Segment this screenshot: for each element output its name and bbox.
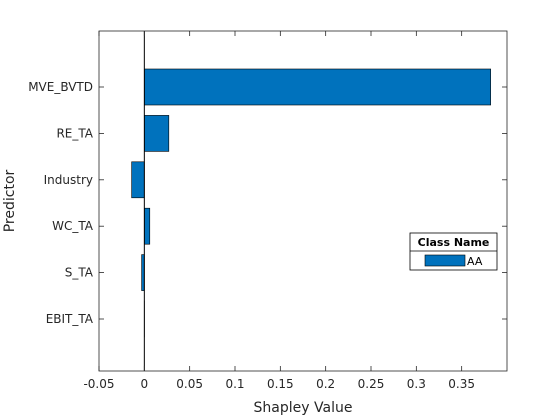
bar-industry <box>131 161 145 199</box>
bars-layer <box>131 68 491 338</box>
x-tick-label: -0.05 <box>83 377 114 391</box>
x-tick-label: 0.2 <box>316 377 335 391</box>
bar-re-ta <box>144 115 170 152</box>
x-tick-label: 0.05 <box>176 377 203 391</box>
y-tick-label: EBIT_TA <box>46 312 94 326</box>
legend-entry-aa: AA <box>467 255 483 268</box>
x-axis-label: Shapley Value <box>254 400 353 416</box>
x-tick-label: 0.15 <box>267 377 294 391</box>
y-tick-label: WC_TA <box>52 219 94 233</box>
y-tick-label: Industry <box>44 173 93 187</box>
y-axis: MVE_BVTD RE_TA Industry WC_TA S_TA EBIT_TA <box>28 80 507 326</box>
x-tick-label: 0.25 <box>358 377 385 391</box>
x-tick-label: 0.3 <box>407 377 426 391</box>
x-tick-label: 0 <box>141 377 149 391</box>
bar-mve-bvtd <box>144 68 491 106</box>
legend-swatch-aa <box>424 254 466 267</box>
x-tick-label: 0.1 <box>225 377 244 391</box>
x-tick-label: 0.35 <box>448 377 475 391</box>
legend: Class Name AA <box>409 232 498 271</box>
legend-title: Class Name <box>418 236 490 249</box>
plot-frame <box>98 30 508 372</box>
y-tick-label: RE_TA <box>56 126 93 140</box>
y-tick-label: MVE_BVTD <box>28 80 93 94</box>
y-axis-label: Predictor <box>2 169 18 232</box>
y-tick-label: S_TA <box>65 266 94 280</box>
x-axis: -0.05 0 0.05 0.1 0.15 0.2 0.25 0.3 0.35 <box>83 31 475 391</box>
bar-wc-ta <box>144 207 151 245</box>
